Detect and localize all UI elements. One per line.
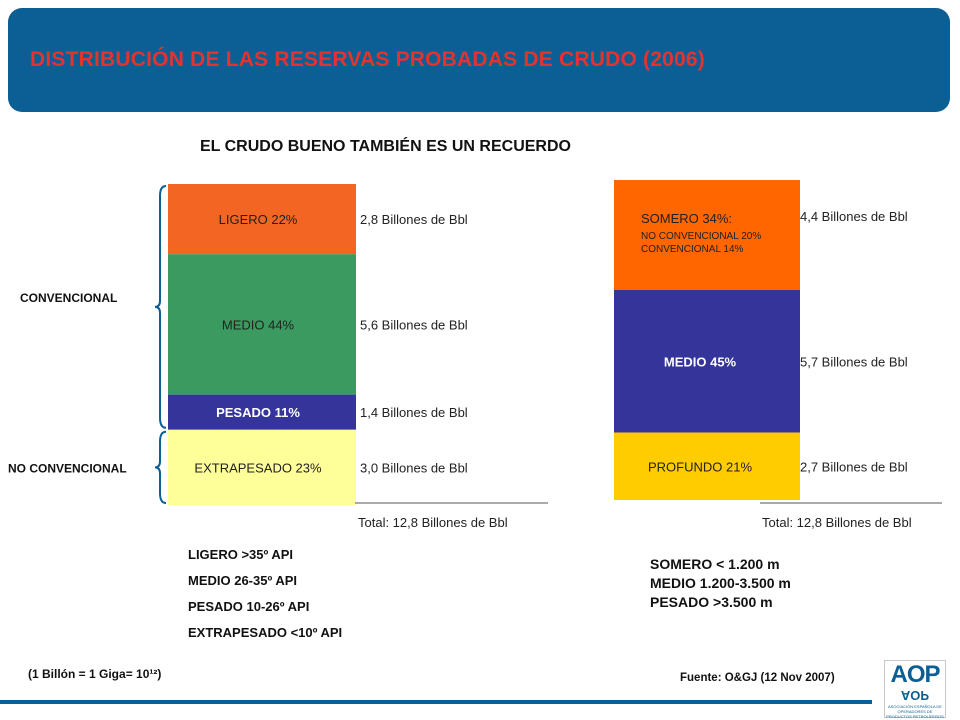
bar-segment-1-0 (614, 180, 800, 290)
segment-label-0-1: MEDIO 44% (222, 317, 295, 332)
segment-sublabel-1-0-0: NO CONVENCIONAL 20% (641, 231, 761, 242)
bar-segment-0-1 (168, 254, 356, 395)
depth-legend: SOMERO < 1.200 m MEDIO 1.200-3.500 m PESAD… (650, 555, 791, 612)
source-note: Fuente: O&GJ (12 Nov 2007) (680, 672, 835, 684)
segment-label-1-2: PROFUNDO 21% (648, 459, 752, 474)
logo-subtitle: ASOCIACIÓN ESPAÑOLA DE OPERADORES DE PRO… (886, 704, 944, 719)
page-title: DISTRIBUCIÓN DE LAS RESERVAS PROBADAS DE… (30, 48, 705, 71)
value-label-0-3: 3,0 Billones de Bbl (360, 460, 468, 475)
total-label-1: Total: 12,8 Billones de Bbl (762, 515, 912, 530)
api-legend-item-3: EXTRAPESADO <10º API (188, 625, 343, 640)
bar-segment-0-3 (168, 429, 356, 505)
depth-legend-item-1: MEDIO 1.200-3.500 m (650, 575, 791, 591)
value-label-1-1: 5,7 Billones de Bbl (800, 354, 908, 369)
segment-label-1-1: MEDIO 45% (664, 354, 737, 369)
value-label-0-1: 5,6 Billones de Bbl (360, 317, 468, 332)
api-legend-item-0: LIGERO >35º API (188, 547, 294, 562)
api-legend-item-1: MEDIO 26-35º API (188, 573, 298, 588)
group-brace-1 (154, 430, 167, 504)
value-label-1-2: 2,7 Billones de Bbl (800, 459, 908, 474)
group-label-1: NO CONVENCIONAL (8, 461, 127, 475)
bar-segment-1-2 (614, 432, 800, 500)
footer-bar (0, 700, 872, 704)
segment-sublabel-1-0-1: CONVENCIONAL 14% (641, 244, 744, 255)
segment-label-0-2: PESADO 11% (216, 405, 300, 420)
depth-legend-item-0: SOMERO < 1.200 m (650, 556, 780, 572)
logo-mark: AOP (890, 661, 940, 688)
header-banner: DISTRIBUCIÓN DE LAS RESERVAS PROBADAS DE… (8, 8, 950, 112)
segment-label-1-0: SOMERO 34%: (641, 211, 732, 226)
api-legend: LIGERO >35º API MEDIO 26-35º API PESADO 10… (188, 542, 342, 646)
group-label-0: CONVENCIONAL (20, 291, 117, 305)
logo-mark-reflection: AOP (900, 688, 930, 703)
total-label-0: Total: 12,8 Billones de Bbl (358, 515, 508, 530)
bar-segment-1-1 (614, 290, 800, 433)
value-label-0-0: 2,8 Billones de Bbl (360, 212, 468, 227)
value-label-0-2: 1,4 Billones de Bbl (360, 405, 468, 420)
group-brace-0 (154, 185, 167, 429)
api-legend-item-2: PESADO 10-26º API (188, 599, 310, 614)
chart-subtitle: EL CRUDO BUENO TAMBIÉN ES UN RECUERDO (200, 138, 571, 155)
bar-segment-0-0 (168, 184, 356, 255)
depth-legend-item-2: PESADO >3.500 m (650, 594, 773, 610)
segment-label-0-3: EXTRAPESADO 23% (194, 460, 322, 475)
unit-note: (1 Billón = 1 Giga= 10¹²) (28, 667, 162, 681)
segment-label-0-0: LIGERO 22% (219, 212, 298, 227)
value-label-1-0: 4,4 Billones de Bbl (800, 209, 908, 224)
bar-segment-0-2 (168, 394, 356, 430)
aop-logo: AOP AOP ASOCIACIÓN ESPAÑOLA DE OPERADORE… (884, 660, 946, 719)
